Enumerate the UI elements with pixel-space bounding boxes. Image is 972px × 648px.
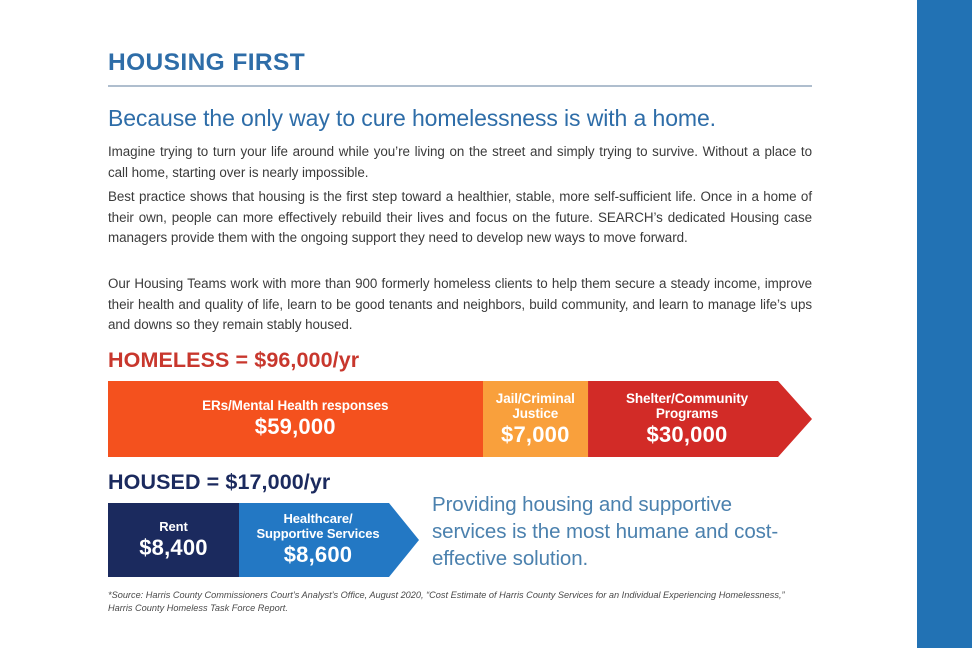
- slide-content: HOUSING FIRST Because the only way to cu…: [108, 0, 814, 648]
- homeless-segment-jail-label-line1: Jail/Criminal: [495, 390, 575, 406]
- homeless-segment-jail-value: $7,000: [501, 421, 570, 447]
- housed-segment-rent-label: Rent: [159, 518, 188, 534]
- title-divider: [108, 85, 812, 87]
- homeless-segment-jail: Jail/Criminal Justice $7,000: [482, 381, 589, 457]
- housed-segment-rent-value: $8,400: [139, 535, 208, 561]
- housed-heading: HOUSED = $17,000/yr: [108, 470, 331, 494]
- body-paragraph-1: Imagine trying to turn your life around …: [108, 144, 812, 180]
- page-title: HOUSING FIRST: [108, 49, 306, 76]
- housed-segment-healthcare: Healthcare/ Supportive Services $8,600: [239, 503, 419, 577]
- housed-segment-healthcare-label-line1: Healthcare/: [283, 511, 353, 527]
- housed-segment-healthcare-value: $8,600: [283, 542, 353, 568]
- homeless-segment-shelter-label-line1: Shelter/Community: [625, 390, 749, 406]
- callout-text: Providing housing and supportive service…: [432, 493, 779, 571]
- homeless-heading: HOMELESS = $96,000/yr: [108, 348, 360, 372]
- body-paragraph-2: Best practice shows that housing is the …: [108, 189, 812, 245]
- housed-cost-chart: Rent $8,400 Healthcare/ Supportive Servi…: [108, 503, 419, 577]
- homeless-segment-ers: ERs/Mental Health responses $59,000: [108, 381, 483, 457]
- housed-segment-healthcare-label-line2: Supportive Services: [256, 525, 380, 541]
- homeless-segment-shelter-label-line2: Programs: [655, 405, 719, 421]
- page-subtitle: Because the only way to cure homelessnes…: [108, 105, 716, 131]
- homeless-segment-jail-label-line2: Justice: [512, 405, 559, 421]
- homeless-cost-chart: ERs/Mental Health responses $59,000 Jail…: [108, 381, 812, 457]
- body-paragraph-3: Our Housing Teams work with more than 90…: [108, 276, 812, 332]
- source-footnote: *Source: Harris County Commissioners Cou…: [108, 590, 785, 614]
- homeless-segment-shelter: Shelter/Community Programs $30,000: [588, 381, 812, 457]
- housed-segment-rent: Rent $8,400: [108, 503, 239, 577]
- right-accent-bar: [917, 0, 972, 648]
- homeless-segment-ers-label: ERs/Mental Health responses: [202, 398, 389, 414]
- homeless-segment-shelter-value: $30,000: [646, 421, 728, 447]
- homeless-segment-ers-value: $59,000: [254, 414, 336, 440]
